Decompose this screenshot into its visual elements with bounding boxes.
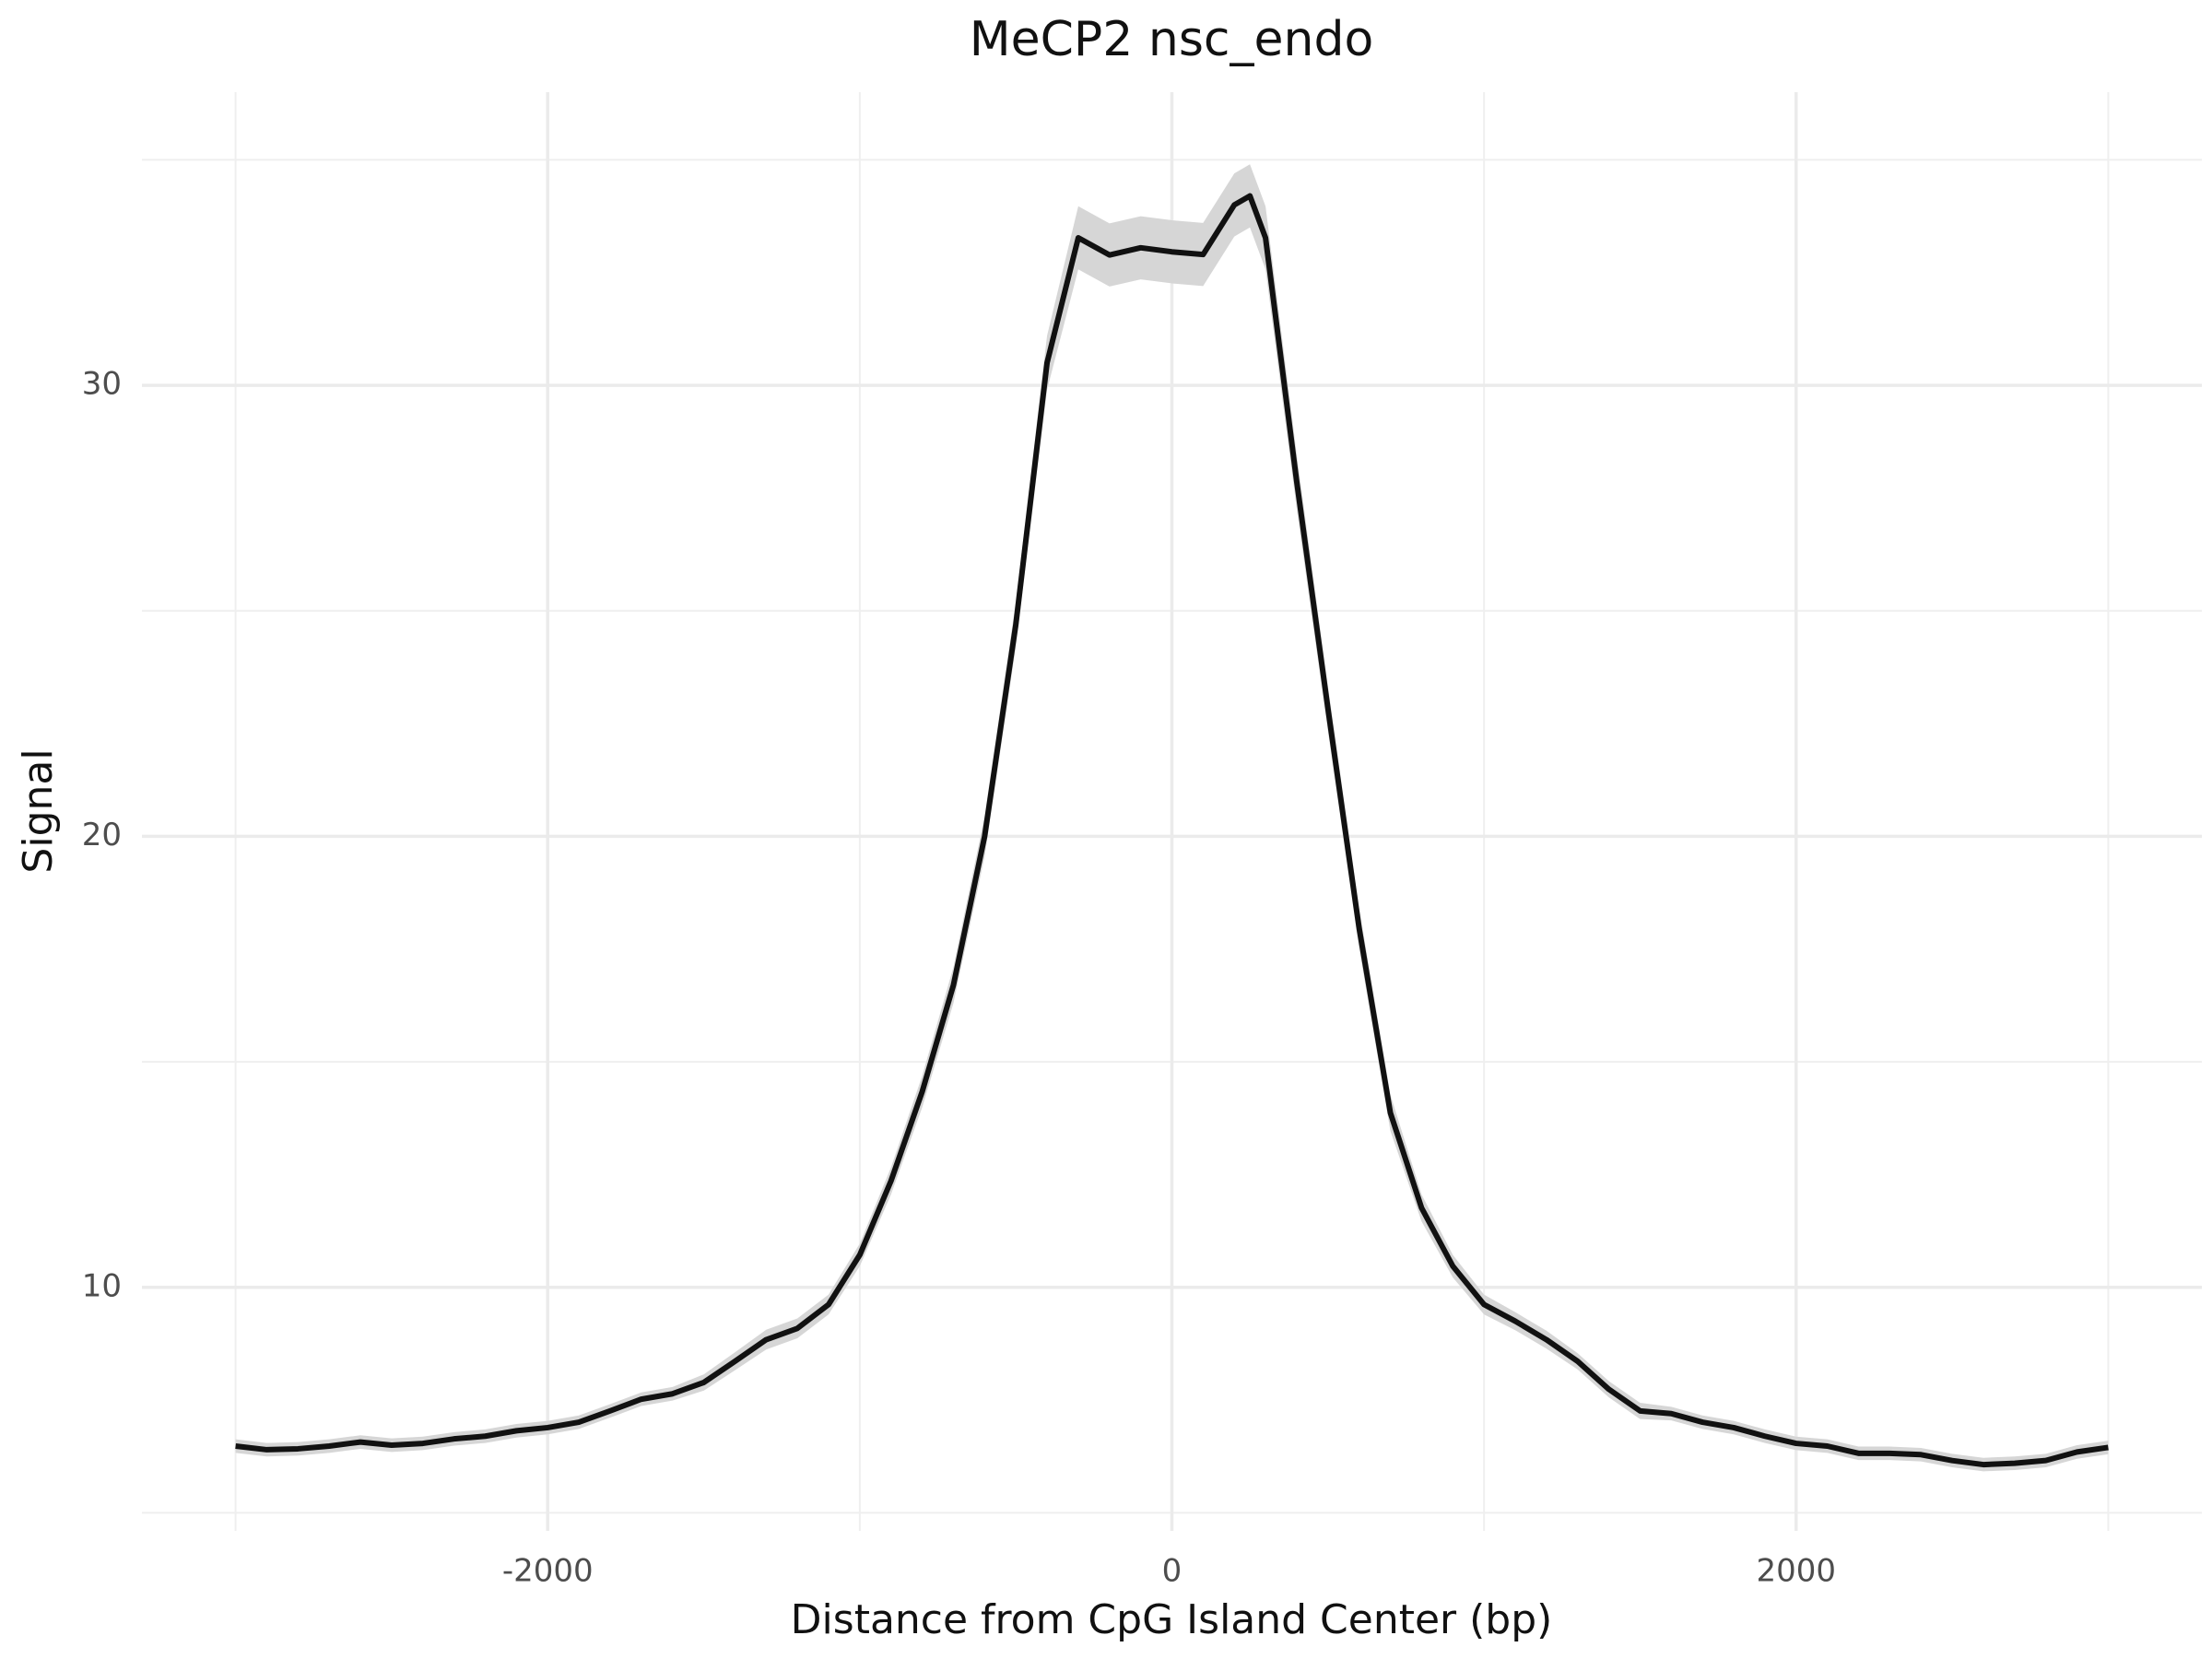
chart-title: MeCP2 nsc_endo — [970, 12, 1374, 67]
x-axis-label: Distance from CpG Island Center (bp) — [791, 1596, 1553, 1643]
y-tick-label: 10 — [82, 1267, 122, 1304]
y-tick-label: 20 — [82, 817, 122, 853]
x-tick-label: 0 — [1162, 1553, 1182, 1590]
x-tick-label: -2000 — [502, 1553, 594, 1590]
x-tick-label: 2000 — [1757, 1553, 1837, 1590]
y-axis-label: Signal — [15, 748, 62, 873]
y-tick-label: 30 — [82, 366, 122, 403]
line — [235, 193, 2109, 1468]
